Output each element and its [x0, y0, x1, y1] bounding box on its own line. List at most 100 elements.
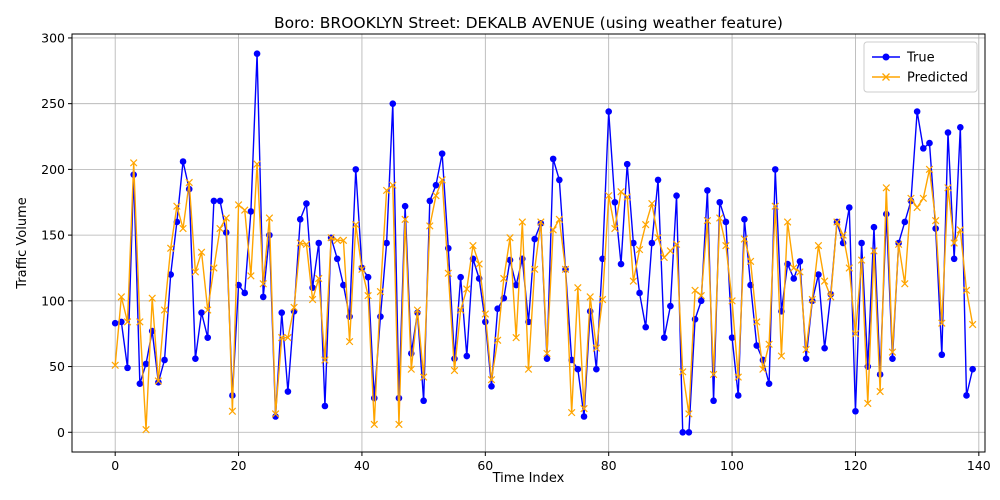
data-point-true	[673, 192, 680, 199]
data-point-predicted	[210, 264, 218, 272]
data-point-predicted	[376, 287, 385, 296]
data-point-true	[722, 218, 730, 226]
data-point-true	[383, 239, 390, 247]
x-tick-label: 20	[231, 458, 247, 473]
data-point-predicted	[530, 265, 539, 274]
data-point-true	[531, 235, 538, 243]
data-point-predicted	[574, 283, 582, 292]
data-point-true	[204, 334, 212, 341]
data-point-predicted	[308, 295, 317, 304]
data-point-predicted	[512, 333, 520, 342]
plot-frame	[71, 33, 986, 453]
data-point-true	[438, 150, 446, 157]
data-point-true	[605, 108, 612, 115]
data-point-predicted	[500, 274, 508, 283]
data-point-predicted	[746, 257, 755, 266]
data-point-predicted	[648, 199, 656, 208]
data-point-predicted	[241, 206, 249, 214]
data-point-predicted	[456, 306, 465, 314]
data-point-predicted	[438, 176, 446, 184]
data-point-true	[179, 158, 187, 165]
data-point-predicted	[469, 241, 477, 250]
data-point-true	[377, 313, 384, 320]
data-point-predicted	[666, 247, 675, 255]
data-point-predicted	[278, 333, 286, 342]
data-point-predicted	[216, 224, 224, 233]
data-point-predicted	[259, 280, 267, 288]
data-point-true	[950, 255, 958, 263]
data-point-predicted	[234, 201, 243, 209]
data-point-predicted	[808, 295, 816, 304]
data-point-true	[543, 355, 551, 362]
data-point-predicted	[166, 244, 175, 252]
data-point-predicted	[771, 202, 779, 210]
data-point-true	[790, 275, 798, 282]
data-point-predicted	[672, 240, 681, 249]
data-point-true	[802, 355, 810, 362]
data-point-true	[593, 365, 600, 373]
data-point-predicted	[191, 268, 200, 276]
data-point-predicted	[481, 310, 490, 318]
legend-marker-true	[882, 53, 890, 61]
data-point-true	[913, 108, 921, 115]
data-point-predicted	[537, 218, 545, 226]
data-point-true	[420, 397, 427, 405]
data-point-true	[654, 176, 662, 184]
data-point-predicted	[197, 248, 206, 256]
data-point-predicted	[524, 365, 533, 373]
series-true	[111, 50, 976, 436]
legend-label-true: True	[906, 51, 935, 66]
data-point-true	[852, 407, 859, 415]
x-axis-title: Time Index	[492, 471, 565, 486]
y-tick-label: 50	[49, 359, 65, 374]
data-point-predicted	[142, 425, 150, 434]
data-point-true	[815, 271, 822, 278]
data-point-predicted	[703, 216, 712, 225]
data-point-predicted	[296, 239, 304, 247]
data-point-true	[845, 204, 853, 211]
data-point-true	[697, 297, 705, 305]
data-point-predicted	[265, 214, 274, 222]
data-point-true	[352, 166, 360, 173]
data-point-true	[926, 139, 933, 147]
data-point-predicted	[845, 264, 854, 272]
data-point-predicted	[709, 370, 718, 379]
data-point-predicted	[518, 218, 527, 226]
data-point-predicted	[962, 286, 971, 295]
data-point-true	[247, 208, 255, 215]
data-point-predicted	[203, 306, 212, 314]
data-point-true	[630, 239, 637, 247]
data-point-true	[111, 319, 119, 327]
data-point-predicted	[389, 181, 397, 189]
data-point-true	[315, 239, 323, 247]
data-point-predicted	[790, 264, 798, 272]
data-point-true	[556, 176, 563, 184]
data-point-predicted	[493, 336, 502, 344]
data-point-predicted	[450, 366, 459, 375]
data-point-predicted	[894, 240, 903, 249]
series-predicted	[111, 159, 977, 434]
data-point-true	[920, 145, 927, 152]
data-point-true	[370, 394, 378, 402]
data-point-predicted	[228, 407, 237, 415]
data-point-predicted	[678, 368, 687, 376]
data-point-true	[660, 334, 668, 341]
data-point-predicted	[580, 404, 588, 413]
data-point-predicted	[567, 408, 576, 417]
data-point-predicted	[271, 410, 280, 418]
data-point-predicted	[623, 193, 631, 201]
data-point-true	[364, 273, 372, 281]
data-point-predicted	[660, 253, 668, 262]
data-point-predicted	[876, 387, 884, 396]
data-point-true	[642, 323, 650, 331]
data-point-true	[432, 181, 440, 189]
data-point-true	[728, 334, 736, 341]
data-point-predicted	[938, 319, 946, 327]
data-point-true	[734, 392, 742, 399]
data-point-predicted	[253, 160, 261, 168]
data-point-predicted	[179, 224, 187, 233]
y-tick-label: 100	[41, 293, 65, 308]
data-point-predicted	[753, 318, 761, 326]
x-tick-label: 40	[354, 458, 370, 473]
